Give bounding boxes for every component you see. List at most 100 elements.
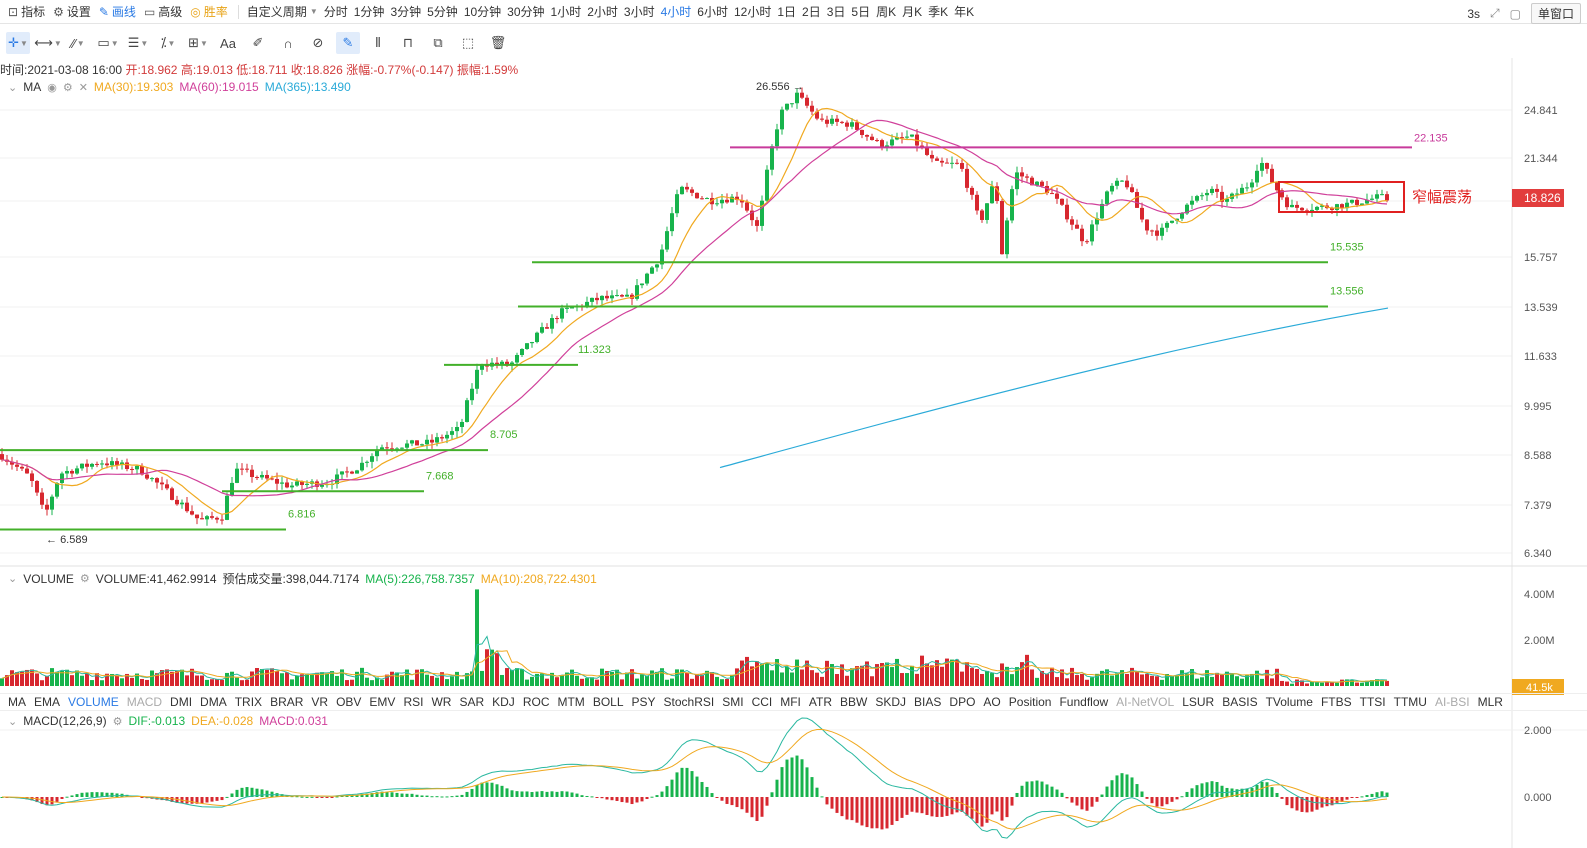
period-tab[interactable]: 月K — [902, 5, 923, 19]
indicator-tab[interactable]: SMI — [722, 695, 744, 709]
indicator-tab[interactable]: EMA — [34, 695, 61, 709]
indicator-tab[interactable]: PSY — [631, 695, 656, 709]
indicator-tab[interactable]: DMI — [170, 695, 193, 709]
collapse-icon[interactable]: ⌄ — [8, 715, 18, 728]
indicator-tab[interactable]: MTM — [557, 695, 585, 709]
close-icon[interactable]: ✕ — [78, 81, 88, 94]
indicator-tab[interactable]: LSUR — [1182, 695, 1215, 709]
fullscreen-icon[interactable]: ⤢ — [1490, 6, 1500, 20]
macd-histogram-bar — [225, 796, 229, 798]
indicator-button[interactable]: ⊡ 指标 — [8, 4, 46, 20]
indicator-tab[interactable]: MA — [8, 695, 26, 709]
fibonacci-tool[interactable]: ⁒ ▼ — [156, 32, 180, 54]
indicator-tab[interactable]: AO — [983, 695, 1001, 709]
indicator-tab[interactable]: CCI — [751, 695, 773, 709]
period-tab[interactable]: 30分钟 — [507, 5, 545, 19]
indicator-tab[interactable]: SKDJ — [875, 695, 907, 709]
indicator-tab[interactable]: VOLUME — [68, 695, 119, 709]
period-tab[interactable]: 周K — [876, 5, 897, 19]
period-tab[interactable]: 1分钟 — [353, 5, 385, 19]
brush-tool[interactable]: ✐ — [246, 32, 270, 54]
screenshot-tool[interactable]: ⬚ — [456, 32, 480, 54]
gear-icon[interactable]: ⚙ — [112, 715, 123, 728]
period-tab[interactable]: 3日 — [826, 5, 846, 19]
collapse-icon[interactable]: ⌄ — [8, 573, 18, 585]
period-tab-selected[interactable]: 4小时 — [660, 5, 692, 19]
gear-icon[interactable]: ⚙ — [62, 81, 73, 94]
window-mode-button[interactable]: 单窗口 — [1530, 3, 1581, 24]
indicator-tab[interactable]: BIAS — [914, 695, 942, 709]
macd-histogram-bar — [1110, 780, 1114, 797]
period-tab[interactable]: 10分钟 — [463, 5, 502, 19]
period-tab[interactable]: 2日 — [802, 5, 821, 19]
text-tool[interactable]: Aa — [216, 32, 240, 54]
trend-line-tool[interactable]: ⁄⁄ ▼ — [66, 32, 90, 54]
refresh-interval[interactable]: 3s — [1467, 6, 1481, 21]
indicator-tab[interactable]: OBV — [336, 695, 362, 709]
indicator-tab[interactable]: TVolume — [1265, 695, 1313, 709]
indicator-tab[interactable]: DPO — [949, 695, 976, 709]
collapse-icon[interactable]: ⌄ — [8, 81, 18, 94]
indicator-tab[interactable]: RSI — [403, 695, 424, 709]
period-tab[interactable]: 1小时 — [550, 5, 582, 19]
advanced-button[interactable]: ▭ 高级 — [143, 4, 183, 20]
indicator-tab[interactable]: AI-BSI — [1434, 695, 1470, 709]
indicator-tab[interactable]: MFI — [780, 695, 801, 709]
period-tab[interactable]: 5分钟 — [427, 5, 458, 19]
indicator-tab[interactable]: StochRSI — [663, 695, 715, 709]
win-rate-button[interactable]: ◎ 胜率 — [190, 4, 228, 20]
settings-button[interactable]: ⚙ 设置 — [53, 4, 91, 20]
horizontal-line-tool[interactable]: ⟷ ▼ — [34, 32, 62, 54]
period-tab[interactable]: 分时 — [323, 5, 348, 19]
period-tab[interactable]: 年K — [954, 5, 975, 19]
indicator-tab[interactable]: WR — [431, 695, 452, 709]
magnet-tool[interactable]: ∩ — [276, 32, 300, 54]
draw-mode-tool[interactable]: ✎ — [336, 32, 360, 54]
indicator-tab[interactable]: FTBS — [1320, 695, 1352, 709]
indicator-tab[interactable]: MACD — [126, 695, 163, 709]
indicator-tab[interactable]: DMA — [200, 695, 227, 709]
indicator-tab[interactable]: BASIS — [1222, 695, 1258, 709]
rectangle-tool[interactable]: ▭ ▼ — [96, 32, 120, 54]
indicator-tab[interactable]: MLR — [1477, 695, 1503, 709]
period-tab[interactable]: 5日 — [851, 5, 871, 19]
gear-icon[interactable]: ⚙ — [79, 573, 90, 585]
indicator-tab[interactable]: KDJ — [492, 695, 515, 709]
period-tab[interactable]: 6小时 — [697, 5, 728, 19]
indicator-tab[interactable]: BRAR — [270, 695, 304, 709]
indicator-tab[interactable]: EMV — [369, 695, 396, 709]
indicator-tab[interactable]: SAR — [459, 695, 485, 709]
lock-tool[interactable]: ⦀ — [366, 32, 390, 54]
custom-period-dropdown[interactable]: 自定义周期 ▼ — [246, 5, 318, 19]
period-tab[interactable]: 3分钟 — [390, 5, 422, 19]
delete-tool[interactable]: 🗑 — [486, 32, 510, 54]
indicator-tab[interactable]: ROC — [522, 695, 550, 709]
indicator-tab[interactable]: ATR — [808, 695, 833, 709]
consolidation-box[interactable] — [1278, 181, 1405, 213]
period-tab[interactable]: 3小时 — [623, 5, 655, 19]
copy-tool[interactable]: ⧉ — [426, 32, 450, 54]
indicator-tab[interactable]: TTSI — [1359, 695, 1386, 709]
measure-tool[interactable]: ⊞ ▼ — [186, 32, 210, 54]
ruler-tool[interactable]: ⊘ — [306, 32, 330, 54]
window-icon[interactable]: ▢ — [1509, 6, 1521, 21]
indicator-tab[interactable]: BOLL — [592, 695, 624, 709]
drawn-levels[interactable]: 22.135 15.535 13.556 11.323 8.705 7.668 6.816 — [0, 132, 1448, 531]
period-tab[interactable]: 1日 — [777, 5, 797, 19]
draw-line-button[interactable]: ✎ 画线 — [98, 4, 136, 20]
eye-icon[interactable]: ◉ — [47, 81, 57, 94]
macd-histogram-bar — [110, 792, 114, 797]
indicator-tab[interactable]: BBW — [840, 695, 868, 709]
indicator-tab[interactable]: Position — [1008, 695, 1052, 709]
period-tab[interactable]: 2小时 — [587, 5, 618, 19]
lock-drawings-tool[interactable]: ⊓ — [396, 32, 420, 54]
indicator-tab[interactable]: Fundflow — [1059, 695, 1109, 709]
indicator-tab[interactable]: VR — [311, 695, 329, 709]
indicator-tab[interactable]: AI-NetVOL — [1116, 695, 1175, 709]
period-tab[interactable]: 季K — [928, 5, 949, 19]
indicator-tab[interactable]: TRIX — [234, 695, 263, 709]
channel-tool[interactable]: ☰ ▼ — [126, 32, 150, 54]
indicator-tab[interactable]: TTMU — [1393, 695, 1427, 709]
period-tab[interactable]: 12小时 — [733, 5, 772, 19]
crosshair-tool[interactable]: ✛ ▼ — [6, 32, 30, 54]
